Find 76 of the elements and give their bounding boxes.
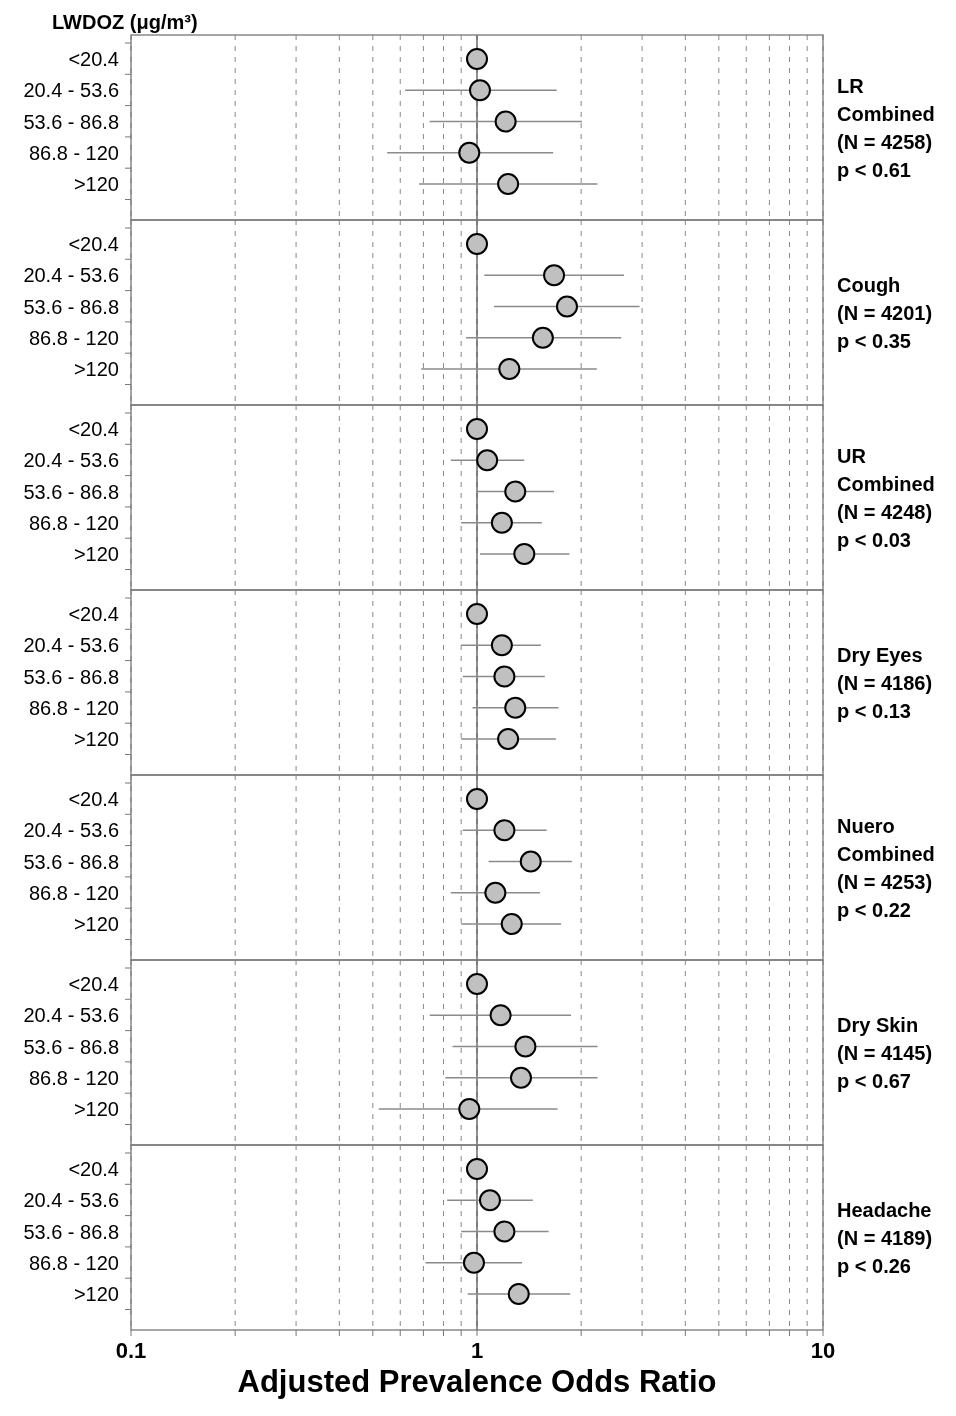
point	[504, 480, 527, 503]
y-tick-label: 86.8 - 120	[28, 881, 119, 904]
y-tick-label: 20.4 - 53.6	[23, 79, 119, 102]
point	[509, 1066, 532, 1089]
y-tick-label: 86.8 - 120	[28, 511, 119, 534]
point	[519, 850, 542, 873]
y-tick-label: 53.6 - 86.8	[23, 480, 119, 503]
y-tick-label: 53.6 - 86.8	[23, 295, 119, 318]
point	[476, 449, 499, 472]
text: Dry Skin (N = 4145) p < 0.67	[837, 1013, 933, 1092]
y-tick-label: <20.4	[68, 788, 119, 810]
y-tick-label: 20.4 - 53.6	[23, 1004, 119, 1027]
point	[493, 819, 516, 842]
point	[484, 881, 507, 904]
y-tick-label: >120	[73, 173, 119, 195]
y-tick-label: >120	[73, 1098, 119, 1120]
y-tick-label: >120	[73, 358, 119, 380]
x-axis-title: Adjusted Prevalence Odds Ratio	[237, 1364, 717, 1399]
x-tick-label: 0.1	[115, 1338, 147, 1363]
y-axis-title: LWDOZ (μg/m³)	[52, 11, 198, 33]
y-tick-label: <20.4	[68, 603, 119, 625]
point	[466, 418, 488, 440]
point	[490, 511, 513, 534]
y-tick-label: 20.4 - 53.6	[23, 1189, 119, 1212]
y-tick-label: <20.4	[68, 48, 119, 70]
y-tick-label: >120	[73, 913, 119, 935]
y-tick-label: 53.6 - 86.8	[23, 1035, 119, 1058]
point	[493, 1220, 516, 1243]
point	[466, 603, 488, 625]
y-tick-label: 86.8 - 120	[28, 141, 119, 164]
text: LR Combined (N = 4258) p < 0.61	[837, 74, 935, 181]
y-tick-label: <20.4	[68, 418, 119, 440]
y-tick-label: <20.4	[68, 233, 119, 255]
point	[497, 173, 520, 195]
y-tick-label: 86.8 - 120	[28, 1066, 119, 1089]
y-tick-label: 86.8 - 120	[28, 696, 119, 719]
y-tick-label: 53.6 - 86.8	[23, 110, 119, 133]
point	[493, 665, 516, 688]
point	[466, 1158, 488, 1180]
point	[504, 696, 527, 719]
y-tick-label: 20.4 - 53.6	[23, 634, 119, 657]
point	[462, 1251, 485, 1274]
y-tick-label: 53.6 - 86.8	[23, 665, 119, 688]
point	[494, 110, 517, 133]
point	[500, 913, 523, 935]
x-tick-label: 10	[810, 1338, 836, 1363]
text: Headache (N = 4189) p < 0.26	[837, 1198, 933, 1277]
point	[468, 79, 491, 102]
y-tick-label: 20.4 - 53.6	[23, 264, 119, 287]
y-tick-label: 20.4 - 53.6	[23, 819, 119, 842]
text: Nuero Combined (N = 4253) p < 0.22	[837, 814, 935, 921]
point	[513, 543, 536, 565]
y-tick-label: 53.6 - 86.8	[23, 1220, 119, 1243]
point	[497, 728, 520, 750]
y-tick-label: >120	[73, 1283, 119, 1305]
point	[478, 1189, 501, 1212]
y-tick-label: 86.8 - 120	[28, 326, 119, 349]
point	[466, 973, 488, 995]
y-tick-label: >120	[73, 728, 119, 750]
y-tick-label: 86.8 - 120	[28, 1251, 119, 1274]
point	[514, 1035, 537, 1058]
point	[466, 48, 488, 70]
point	[458, 1098, 481, 1120]
text: Cough (N = 4201) p < 0.35	[837, 273, 933, 352]
y-tick-label: 20.4 - 53.6	[23, 449, 119, 472]
x-tick-label: 1	[470, 1338, 484, 1363]
y-tick-label: <20.4	[68, 973, 119, 995]
point	[489, 1004, 512, 1027]
point	[490, 634, 513, 657]
point	[458, 141, 481, 164]
y-tick-label: >120	[73, 543, 119, 565]
y-tick-label: <20.4	[68, 1158, 119, 1180]
text: Dry Eyes (N = 4186) p < 0.13	[837, 643, 933, 722]
text: UR Combined (N = 4248) p < 0.03	[837, 444, 935, 551]
y-tick-label: 53.6 - 86.8	[23, 850, 119, 873]
point	[507, 1283, 530, 1305]
